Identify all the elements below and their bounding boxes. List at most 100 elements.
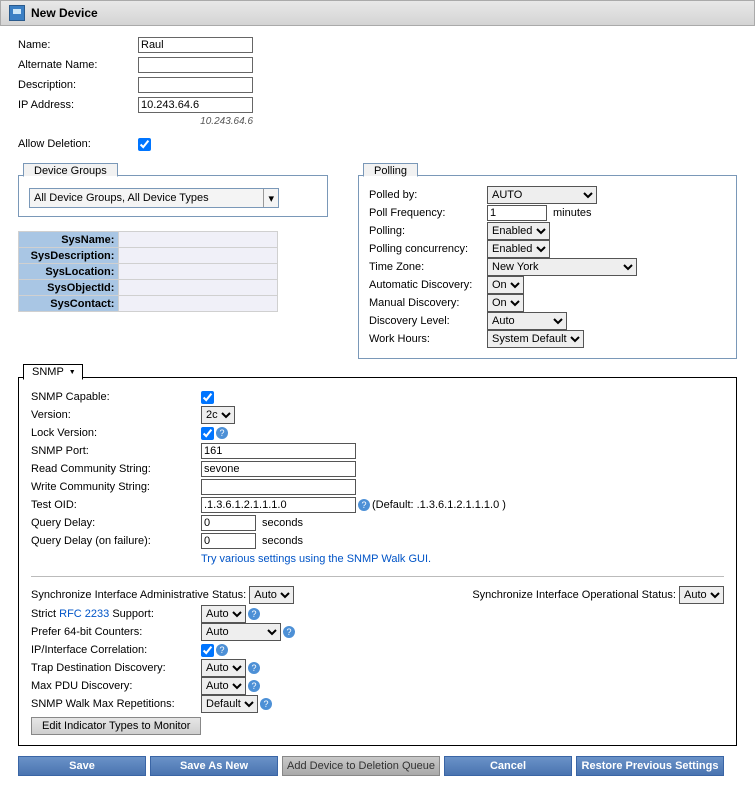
discovery-level-select[interactable]: Auto	[487, 312, 567, 330]
polled-by-label: Polled by:	[369, 189, 487, 201]
snmp-port-input[interactable]	[201, 443, 356, 459]
dialog-header: New Device	[0, 0, 755, 26]
sysobjectid-value	[119, 280, 278, 296]
sync-admin-label: Synchronize Interface Administrative Sta…	[31, 589, 246, 601]
auto-discovery-label: Automatic Discovery:	[369, 279, 487, 291]
rfc-support-select[interactable]: Auto	[201, 605, 246, 623]
sys-info-table: SysName: SysDescription: SysLocation: Sy…	[18, 231, 278, 312]
snmp-fieldset: SNMP ▼ SNMP Capable: Version:2c Lock Ver…	[18, 377, 737, 746]
test-oid-default: (Default: .1.3.6.1.2.1.1.1.0 )	[372, 499, 506, 511]
polling-concurrency-label: Polling concurrency:	[369, 243, 487, 255]
description-input[interactable]	[138, 77, 253, 93]
timezone-label: Time Zone:	[369, 261, 487, 273]
walk-max-rep-label: SNMP Walk Max Repetitions:	[31, 698, 201, 710]
work-hours-label: Work Hours:	[369, 333, 487, 345]
help-icon[interactable]: ?	[248, 608, 260, 620]
work-hours-select[interactable]: System Default	[487, 330, 584, 348]
snmp-capable-label: SNMP Capable:	[31, 391, 201, 403]
ip-label: IP Address:	[18, 99, 138, 111]
sysname-value	[119, 232, 278, 248]
name-input[interactable]	[138, 37, 253, 53]
basic-section: Name: Alternate Name: Description: IP Ad…	[18, 36, 737, 153]
read-community-input[interactable]	[201, 461, 356, 477]
polled-by-select[interactable]: AUTO	[487, 186, 597, 204]
auto-discovery-select[interactable]: On	[487, 276, 524, 294]
trap-discovery-select[interactable]: Auto	[201, 659, 246, 677]
lock-version-label: Lock Version:	[31, 427, 201, 439]
restore-previous-button[interactable]: Restore Previous Settings	[576, 756, 724, 776]
rfc-link[interactable]: RFC 2233	[59, 608, 109, 620]
sync-oper-select[interactable]: Auto	[679, 586, 724, 604]
add-to-deletion-queue-button[interactable]: Add Device to Deletion Queue	[282, 756, 440, 776]
ip-resolved: 10.243.64.6	[138, 116, 253, 127]
polling-tab: Polling	[363, 163, 418, 177]
discovery-level-label: Discovery Level:	[369, 315, 487, 327]
walk-max-rep-select[interactable]: Default	[201, 695, 258, 713]
help-icon[interactable]: ?	[248, 662, 260, 674]
poll-freq-input[interactable]	[487, 205, 547, 221]
chevron-down-icon: ▾	[263, 189, 274, 207]
prefer-64bit-select[interactable]: Auto	[201, 623, 281, 641]
help-icon[interactable]: ?	[260, 698, 272, 710]
table-row: SysDescription:	[19, 248, 278, 264]
ip-interface-label: IP/Interface Correlation:	[31, 644, 201, 656]
snmp-walk-link[interactable]: Try various settings using the SNMP Walk…	[201, 553, 431, 565]
sync-oper-label: Synchronize Interface Operational Status…	[472, 589, 676, 601]
save-button[interactable]: Save	[18, 756, 146, 776]
sysname-label: SysName:	[19, 232, 119, 248]
help-icon[interactable]: ?	[283, 626, 295, 638]
help-icon[interactable]: ?	[216, 427, 228, 439]
manual-discovery-select[interactable]: On	[487, 294, 524, 312]
sync-admin-select[interactable]: Auto	[249, 586, 294, 604]
table-row: SysContact:	[19, 296, 278, 312]
description-label: Description:	[18, 79, 138, 91]
table-row: SysName:	[19, 232, 278, 248]
snmp-port-label: SNMP Port:	[31, 445, 201, 457]
device-groups-select[interactable]: All Device Groups, All Device Types ▾	[29, 188, 279, 208]
help-icon[interactable]: ?	[358, 499, 370, 511]
read-community-label: Read Community String:	[31, 463, 201, 475]
ip-input[interactable]	[138, 97, 253, 113]
cancel-button[interactable]: Cancel	[444, 756, 572, 776]
snmp-tab[interactable]: SNMP ▼	[23, 364, 83, 380]
query-delay-suffix: seconds	[262, 517, 303, 529]
query-delay-fail-input[interactable]	[201, 533, 256, 549]
sysobjectid-label: SysObjectId:	[19, 280, 119, 296]
device-groups-fieldset: Device Groups All Device Groups, All Dev…	[18, 175, 328, 217]
query-delay-fail-suffix: seconds	[262, 535, 303, 547]
snmp-version-select[interactable]: 2c	[201, 406, 235, 424]
help-icon[interactable]: ?	[216, 644, 228, 656]
trap-discovery-label: Trap Destination Discovery:	[31, 662, 201, 674]
max-pdu-select[interactable]: Auto	[201, 677, 246, 695]
allow-deletion-checkbox[interactable]	[138, 138, 151, 151]
edit-indicator-types-button[interactable]: Edit Indicator Types to Monitor	[31, 717, 201, 735]
syscontact-value	[119, 296, 278, 312]
device-icon	[9, 5, 25, 21]
syslocation-label: SysLocation:	[19, 264, 119, 280]
poll-freq-label: Poll Frequency:	[369, 207, 487, 219]
help-icon[interactable]: ?	[248, 680, 260, 692]
sysdescription-value	[119, 248, 278, 264]
save-as-new-button[interactable]: Save As New	[150, 756, 278, 776]
max-pdu-label: Max PDU Discovery:	[31, 680, 201, 692]
lock-version-checkbox[interactable]	[201, 427, 214, 440]
table-row: SysLocation:	[19, 264, 278, 280]
polling-select[interactable]: Enabled	[487, 222, 550, 240]
snmp-capable-checkbox[interactable]	[201, 391, 214, 404]
test-oid-input[interactable]	[201, 497, 356, 513]
write-community-label: Write Community String:	[31, 481, 201, 493]
snmp-version-label: Version:	[31, 409, 201, 421]
query-delay-label: Query Delay:	[31, 517, 201, 529]
write-community-input[interactable]	[201, 479, 356, 495]
dialog-title: New Device	[31, 6, 98, 20]
polling-label: Polling:	[369, 225, 487, 237]
divider	[31, 576, 724, 577]
ip-interface-checkbox[interactable]	[201, 644, 214, 657]
query-delay-input[interactable]	[201, 515, 256, 531]
poll-freq-suffix: minutes	[553, 207, 592, 219]
polling-concurrency-select[interactable]: Enabled	[487, 240, 550, 258]
altname-input[interactable]	[138, 57, 253, 73]
allow-deletion-label: Allow Deletion:	[18, 138, 138, 150]
rfc-support-label: Strict RFC 2233 Support:	[31, 608, 201, 620]
timezone-select[interactable]: New York	[487, 258, 637, 276]
